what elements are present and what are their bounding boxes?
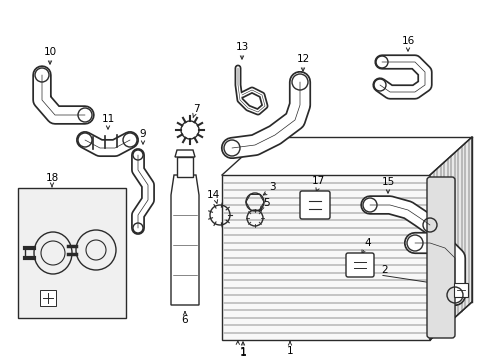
Text: 17: 17	[311, 176, 324, 186]
Text: 16: 16	[401, 36, 414, 46]
Text: 4: 4	[364, 238, 370, 248]
Text: 14: 14	[206, 190, 219, 200]
Text: 2: 2	[381, 265, 387, 275]
Text: 1: 1	[239, 348, 246, 358]
Text: 1: 1	[239, 347, 246, 357]
Polygon shape	[429, 137, 471, 340]
Bar	[18, 188, 126, 318]
Text: 12: 12	[296, 54, 309, 64]
Polygon shape	[175, 150, 195, 157]
Text: 9: 9	[140, 129, 146, 139]
Text: 13: 13	[235, 42, 248, 52]
FancyBboxPatch shape	[346, 253, 373, 277]
Text: 7: 7	[192, 104, 199, 114]
Bar	[177, 157, 193, 177]
Bar	[222, 175, 429, 340]
FancyBboxPatch shape	[299, 191, 329, 219]
Bar	[453, 283, 467, 297]
Text: 11: 11	[101, 114, 114, 124]
Polygon shape	[171, 175, 199, 305]
Text: 1: 1	[286, 346, 293, 356]
Text: 18: 18	[45, 173, 59, 183]
Text: 6: 6	[182, 315, 188, 325]
Text: 10: 10	[43, 47, 57, 57]
Bar	[40, 290, 56, 306]
Text: 3: 3	[268, 182, 275, 192]
Text: 5: 5	[262, 198, 269, 208]
FancyBboxPatch shape	[426, 177, 454, 338]
Text: 15: 15	[381, 177, 394, 187]
Text: 8: 8	[436, 217, 443, 227]
